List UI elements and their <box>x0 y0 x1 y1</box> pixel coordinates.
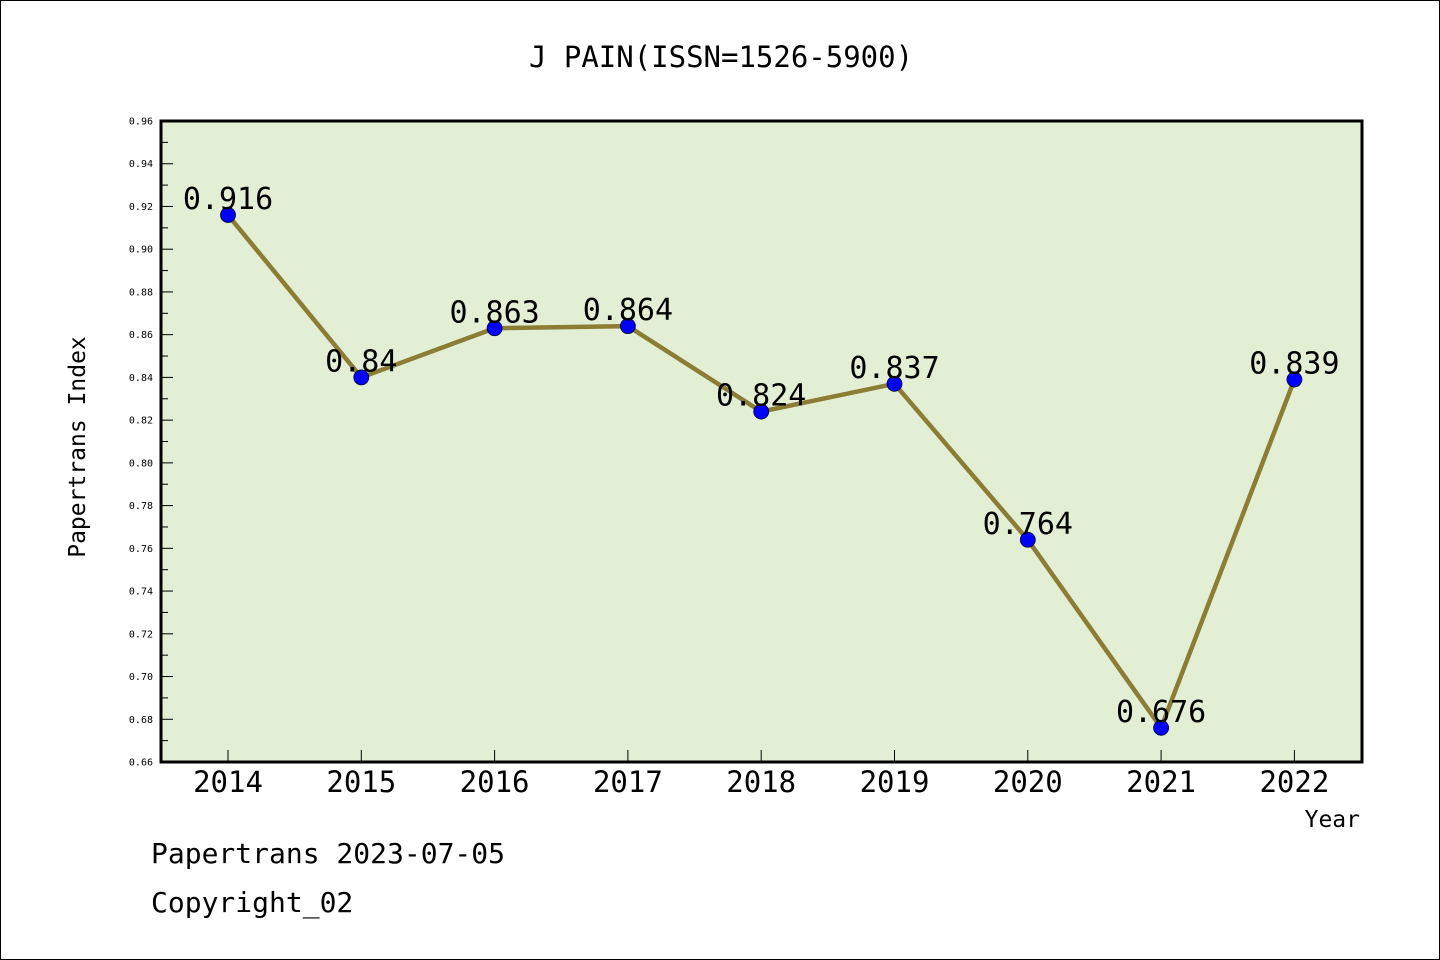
y-tick-label: 0.74 <box>129 587 153 598</box>
x-tick-label: 2020 <box>993 765 1063 799</box>
x-tick-label: 2016 <box>460 765 530 799</box>
data-point <box>486 320 503 337</box>
x-tick-label: 2014 <box>193 765 263 799</box>
data-point <box>220 207 236 223</box>
data-labels-group: 0.916 0.84 0.863 0.864 0.824 0.837 0.764 0.676 0… <box>183 182 1340 730</box>
plot-area <box>159 119 1364 764</box>
x-tick-label: 2021 <box>1126 765 1196 799</box>
data-point <box>620 318 636 335</box>
y-axis-ticks: 0.66 0.68 0.70 0.72 0.74 0.76 0.78 0.80 0.82 0.84… <box>129 117 173 769</box>
y-tick-label: 0.68 <box>129 715 153 726</box>
data-point <box>1286 371 1303 388</box>
footer-date-text: Papertrans 2023-07-05 <box>151 837 506 870</box>
data-label: 0.863 <box>449 295 539 330</box>
data-point <box>353 369 370 386</box>
y-tick-label: 0.94 <box>129 159 153 170</box>
x-tick-label: 2017 <box>593 765 663 799</box>
data-label: 0.916 <box>183 182 273 217</box>
data-label: 0.839 <box>1249 347 1339 382</box>
y-tick-label: 0.86 <box>129 330 153 341</box>
y-tick-label: 0.82 <box>129 416 153 427</box>
data-point <box>1153 719 1169 736</box>
y-tick-label: 0.66 <box>129 758 153 769</box>
data-point <box>753 403 770 420</box>
data-point <box>886 375 903 392</box>
y-tick-label: 0.80 <box>129 458 153 469</box>
y-tick-label: 0.78 <box>129 501 153 512</box>
data-label: 0.84 <box>325 344 397 379</box>
footer-copyright-text: Copyright_02 <box>151 886 354 919</box>
data-label: 0.676 <box>1116 695 1206 730</box>
y-tick-label: 0.90 <box>129 245 153 256</box>
y-tick-label: 0.84 <box>129 373 153 384</box>
chart-title: J PAIN(ISSN=1526-5900) <box>529 40 913 74</box>
y-tick-label: 0.92 <box>129 202 153 213</box>
data-label: 0.864 <box>583 293 673 328</box>
x-tick-label: 2018 <box>726 765 796 799</box>
y-tick-label: 0.70 <box>129 672 153 683</box>
x-tick-label: 2019 <box>860 765 930 799</box>
data-label: 0.764 <box>983 507 1073 542</box>
y-tick-label: 0.72 <box>129 629 153 640</box>
x-tick-label: 2022 <box>1259 765 1329 799</box>
data-point <box>1019 531 1036 548</box>
y-tick-label: 0.88 <box>129 287 153 298</box>
y-tick-label: 0.96 <box>129 117 153 128</box>
x-tick-label: 2015 <box>326 765 396 799</box>
y-tick-label: 0.76 <box>129 544 153 555</box>
x-axis-ticks: 2014 2015 2016 2017 2018 2019 2020 2021 2022 <box>193 750 1329 799</box>
x-axis-label: Year <box>1305 807 1360 833</box>
series-points-group <box>220 207 1303 736</box>
data-label: 0.824 <box>716 379 806 414</box>
y-axis-label: Papertrans Index <box>65 336 91 558</box>
data-label: 0.837 <box>849 351 939 386</box>
